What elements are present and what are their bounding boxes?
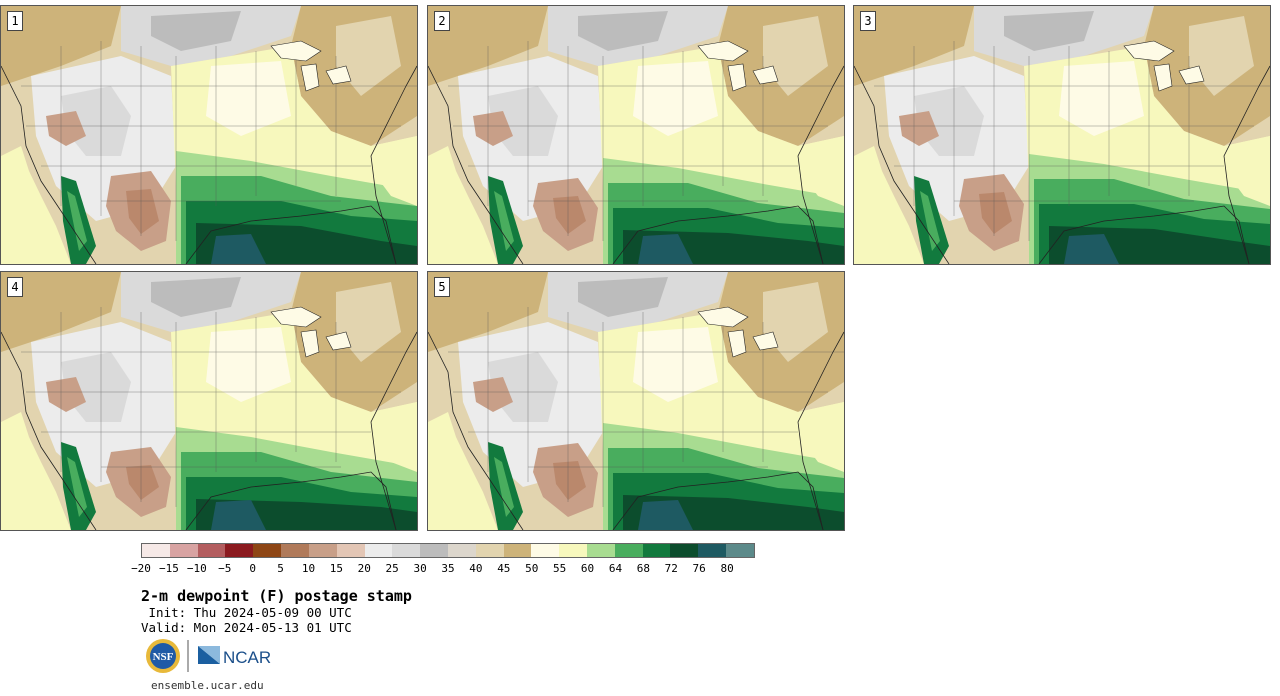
colorbar-tick-label: 76 [692, 562, 706, 575]
colorbar-swatch [253, 544, 282, 557]
colorbar-swatch [447, 544, 476, 557]
nsf-logo: NSF [146, 639, 180, 673]
colorbar-swatch [559, 544, 587, 557]
ncar-logo: NCAR [198, 646, 271, 667]
colorbar-tick-label: 64 [608, 562, 623, 575]
panel-number: 4 [7, 277, 23, 297]
colorbar-tick-label: 30 [413, 562, 427, 575]
panel-number: 3 [860, 11, 876, 31]
colorbar-swatch [225, 544, 254, 557]
dewpoint-map [1, 6, 417, 264]
valid-time: Valid: Mon 2024-05-13 01 UTC [141, 620, 352, 635]
colorbar-swatch [281, 544, 309, 557]
colorbar-swatch [142, 544, 170, 557]
colorbar-swatch [197, 544, 226, 557]
colorbar-tick-label: 45 [497, 562, 511, 575]
colorbar-swatch [642, 544, 671, 557]
colorbar-tick-label: 0 [249, 562, 256, 575]
colorbar-tick-label: 60 [580, 562, 595, 575]
colorbar-swatch [670, 544, 699, 557]
panel-number: 5 [434, 277, 450, 297]
dewpoint-map [428, 272, 844, 530]
colorbar-tick-label: −15 [158, 562, 179, 575]
map-panel-5: 5 [427, 271, 845, 531]
colorbar-swatch [308, 544, 337, 557]
colorbar-swatch [364, 544, 393, 557]
init-time: Init: Thu 2024-05-09 00 UTC [141, 605, 352, 620]
plot-title: 2-m dewpoint (F) postage stamp [141, 587, 412, 605]
map-panel-1: 1 [0, 5, 418, 265]
sponsor-logos: NSF NCAR [146, 639, 271, 673]
colorbar-tick-label: 10 [301, 562, 316, 575]
colorbar-swatch [503, 544, 532, 557]
colorbar-swatch [698, 544, 727, 557]
site-url: ensemble.ucar.edu [151, 679, 264, 692]
colorbar-tick-label: −10 [186, 562, 207, 575]
colorbar-tick-label: 50 [525, 562, 539, 575]
colorbar-tick-label: 25 [385, 562, 399, 575]
colorbar-swatch [531, 544, 560, 557]
colorbar-swatch [420, 544, 448, 557]
colorbar-tick-label: 68 [636, 562, 650, 575]
colorbar-swatch [392, 544, 421, 557]
colorbar-swatch [169, 544, 198, 557]
colorbar-tick-label: 35 [441, 562, 455, 575]
colorbar-tick-label: 72 [664, 562, 678, 575]
colorbar-tick-label: 40 [469, 562, 483, 575]
colorbar-tick-label: 55 [553, 562, 567, 575]
dewpoint-map [854, 6, 1270, 264]
panel-number: 1 [7, 11, 23, 31]
colorbar-tick-label: 15 [329, 562, 343, 575]
colorbar-tick-labels: −20 −15 −10 −5 0 5 10 15 20 25 30 35 40 45 50 55 60 64 68 7… [131, 562, 755, 576]
colorbar-swatch [726, 544, 754, 557]
map-panel-4: 4 [0, 271, 418, 531]
dewpoint-map [428, 6, 844, 264]
map-panel-3: 3 [853, 5, 1271, 265]
colorbar-tick-label: −5 [218, 562, 232, 575]
colorbar-swatch [614, 544, 643, 557]
colorbar-swatch [336, 544, 365, 557]
map-panel-2: 2 [427, 5, 845, 265]
colorbar-swatch [475, 544, 504, 557]
dewpoint-map [1, 272, 417, 530]
nsf-logo-text: NSF [153, 651, 174, 663]
colorbar-tick-label: −20 [131, 562, 151, 575]
colorbar [141, 543, 755, 558]
colorbar-swatch [587, 544, 615, 557]
colorbar-tick-label: 5 [277, 562, 284, 575]
colorbar-tick-label: 20 [357, 562, 371, 575]
colorbar-tick-label: 80 [720, 562, 734, 575]
ncar-logo-text: NCAR [223, 648, 271, 667]
panel-number: 2 [434, 11, 450, 31]
